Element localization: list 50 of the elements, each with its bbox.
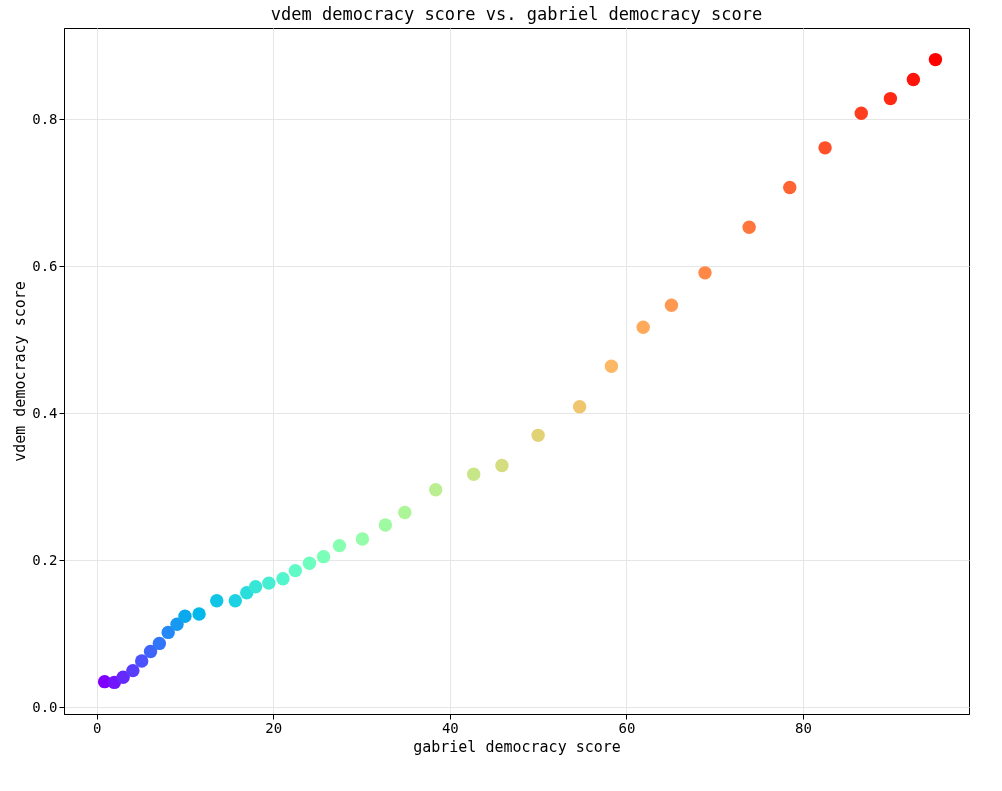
point bbox=[495, 458, 509, 473]
chart-title: vdem democracy score vs. gabriel democracy score bbox=[270, 4, 763, 24]
point bbox=[152, 636, 167, 651]
point bbox=[288, 563, 303, 578]
point bbox=[276, 572, 290, 586]
point bbox=[134, 654, 149, 668]
point bbox=[429, 483, 443, 497]
point bbox=[783, 180, 797, 195]
point bbox=[210, 594, 224, 608]
point bbox=[143, 644, 158, 659]
point bbox=[466, 467, 481, 481]
point bbox=[192, 607, 206, 621]
point bbox=[398, 505, 412, 520]
point bbox=[531, 428, 545, 443]
x-axis-title: gabriel democracy score bbox=[413, 737, 621, 756]
point bbox=[116, 670, 130, 684]
point bbox=[170, 617, 184, 631]
x-tick-label: 60 bbox=[618, 719, 636, 736]
point bbox=[161, 625, 175, 640]
point bbox=[228, 594, 242, 608]
point bbox=[883, 91, 898, 106]
point bbox=[636, 320, 650, 334]
x-tick-label: 40 bbox=[441, 719, 459, 736]
point bbox=[126, 663, 140, 678]
point bbox=[906, 72, 921, 87]
point bbox=[698, 266, 712, 280]
point bbox=[572, 399, 587, 414]
y-tick-label: 0.4 bbox=[32, 404, 58, 421]
point bbox=[262, 576, 276, 590]
y-tick-label: 0.6 bbox=[32, 257, 58, 274]
point bbox=[664, 298, 679, 312]
point bbox=[928, 52, 943, 67]
point bbox=[178, 609, 192, 623]
point bbox=[302, 556, 317, 570]
x-tick-label: 0 bbox=[92, 719, 102, 736]
point bbox=[332, 538, 347, 553]
y-axis-title: vdem democracy score bbox=[11, 281, 30, 462]
point bbox=[854, 106, 868, 120]
x-tick-label: 20 bbox=[265, 719, 283, 736]
point bbox=[742, 220, 756, 234]
y-tick-label: 0.0 bbox=[32, 698, 58, 715]
point bbox=[378, 518, 393, 532]
y-tick-label: 0.2 bbox=[32, 551, 58, 568]
point bbox=[818, 141, 832, 155]
point bbox=[355, 532, 370, 546]
point bbox=[604, 359, 619, 373]
x-tick-label: 80 bbox=[795, 719, 812, 736]
point bbox=[316, 549, 331, 564]
y-tick-label: 0.8 bbox=[32, 110, 58, 127]
point bbox=[248, 580, 263, 594]
